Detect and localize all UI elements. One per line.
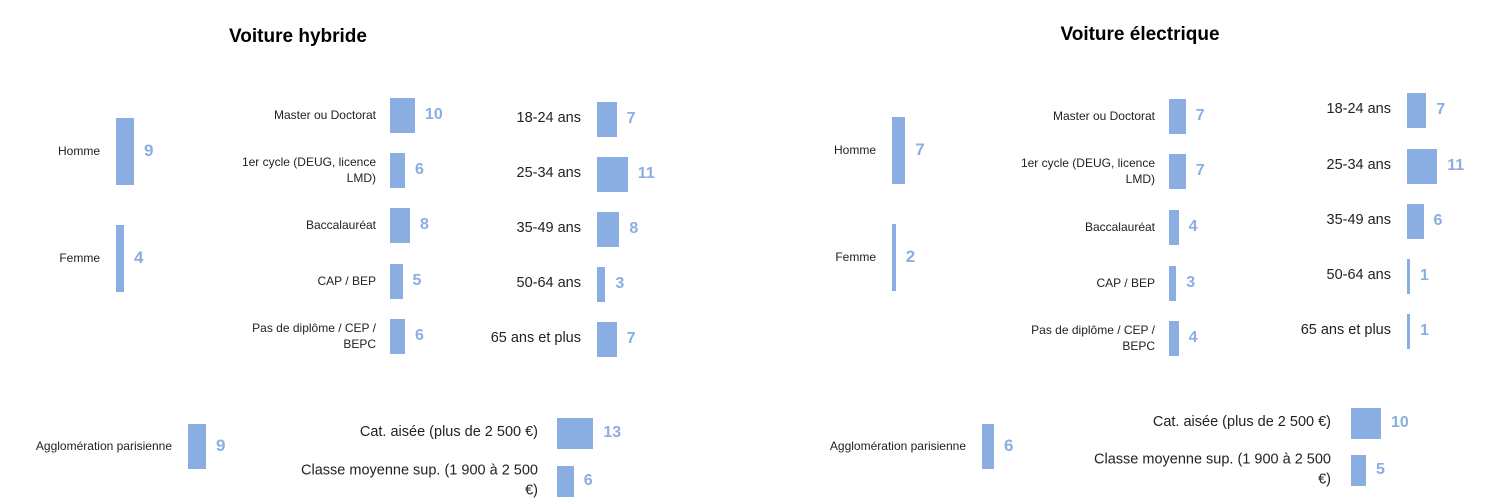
value-label-diplome: 7 [1195,162,1205,179]
category-label-diplome: CAP / BEP [317,273,376,288]
category-label-sexe: Homme [833,142,876,157]
bar-age [597,156,628,192]
bar-revenu [557,465,574,497]
value-label-diplome: 7 [1195,107,1205,124]
bar-age [597,101,617,137]
value-label-age: 3 [615,275,625,292]
bar-sexe [892,223,896,291]
category-label-diplome: 1er cycle (DEUG, licence LMD) [241,154,376,185]
value-label-agglo: 6 [1004,436,1014,455]
bar-sexe [892,116,906,184]
value-label-diplome: 5 [412,272,422,289]
category-label-revenu: Cat. aisée (plus de 2 500 €) [359,424,538,441]
category-label-age: 35-49 ans [1326,212,1392,229]
value-label-revenu: 6 [583,472,593,489]
category-label-diplome: Baccalauréat [1084,219,1155,234]
bar-diplome [390,263,403,299]
bar-diplome [1169,153,1186,189]
bar-agglo [982,423,994,469]
category-label-age: 65 ans et plus [1300,322,1391,339]
value-label-sexe: 9 [144,141,154,160]
category-label-diplome: CAP / BEP [1096,275,1155,290]
value-label-diplome: 10 [425,106,443,123]
value-label-age: 6 [1433,212,1443,229]
value-label-age: 11 [1447,157,1465,174]
bar-age [597,321,617,357]
bar-sexe [116,117,134,185]
bar-agglo [188,423,206,469]
category-label-diplome: Master ou Doctorat [1052,108,1155,123]
value-label-age: 7 [626,110,636,127]
category-label-revenu: Cat. aisée (plus de 2 500 €) [1152,414,1331,431]
value-label-age: 7 [626,330,636,347]
category-label-diplome: Master ou Doctorat [273,107,376,122]
category-label-agglo: Agglomération parisienne [35,438,172,453]
category-label-sexe: Femme [835,249,876,264]
bar-revenu [557,417,594,449]
category-label-diplome: 1er cycle (DEUG, licence LMD) [1020,155,1155,186]
bar-age [1407,313,1410,349]
title-electrique: Voiture électrique [1060,24,1220,45]
category-label-age: 50-64 ans [516,275,582,292]
category-label-revenu: Classe moyenne sup. (1 900 à 2 500 €) [1094,451,1331,487]
value-label-revenu: 13 [603,424,622,441]
category-label-diplome: Pas de diplôme / CEP / BEPC [252,320,376,351]
category-label-age: 18-24 ans [1326,101,1392,118]
value-label-age: 7 [1436,101,1446,118]
value-label-diplome: 8 [420,216,429,233]
category-label-age: 18-24 ans [516,110,582,127]
bar-age [597,266,606,302]
value-label-revenu: 5 [1376,461,1385,478]
category-label-diplome: Baccalauréat [305,217,376,232]
category-label-age: 50-64 ans [1326,267,1392,284]
value-label-diplome: 4 [1188,218,1198,235]
category-label-age: 35-49 ans [516,220,582,237]
bar-revenu [1351,407,1381,439]
value-label-age: 1 [1420,267,1429,284]
bar-age [1407,92,1427,128]
title-hybride: Voiture hybride [229,26,367,47]
bar-sexe [116,224,124,292]
value-label-diplome: 6 [415,161,424,178]
bar-diplome [1169,98,1186,134]
category-label-agglo: Agglomération parisienne [829,438,966,453]
bar-revenu [1351,454,1366,486]
bar-age [1407,258,1410,294]
value-label-age: 11 [637,165,655,182]
bar-diplome [390,97,415,133]
bar-diplome [1169,265,1177,301]
bar-diplome [1169,320,1179,356]
bar-age [1407,148,1438,184]
category-label-sexe: Femme [59,250,100,265]
bar-diplome [390,207,410,243]
value-label-diplome: 4 [1188,329,1198,346]
category-label-age: 25-34 ans [1326,157,1392,174]
bar-diplome [1169,209,1179,245]
value-label-revenu: 10 [1391,414,1409,431]
value-label-sexe: 7 [915,140,925,159]
category-label-diplome: Pas de diplôme / CEP / BEPC [1031,322,1155,353]
bar-age [1407,203,1424,239]
value-label-sexe: 2 [905,247,916,266]
value-label-age: 8 [629,220,639,237]
category-label-age: 25-34 ans [516,165,582,182]
bar-diplome [390,318,405,354]
bar-diplome [390,152,405,188]
category-label-sexe: Homme [57,143,100,158]
value-label-age: 1 [1420,322,1429,339]
value-label-agglo: 9 [216,436,226,455]
value-label-diplome: 3 [1186,274,1196,291]
bar-age [597,211,620,247]
value-label-diplome: 6 [415,327,424,344]
category-label-revenu: Classe moyenne sup. (1 900 à 2 500 €) [301,462,538,498]
category-label-age: 65 ans et plus [490,330,581,347]
value-label-sexe: 4 [134,248,144,267]
